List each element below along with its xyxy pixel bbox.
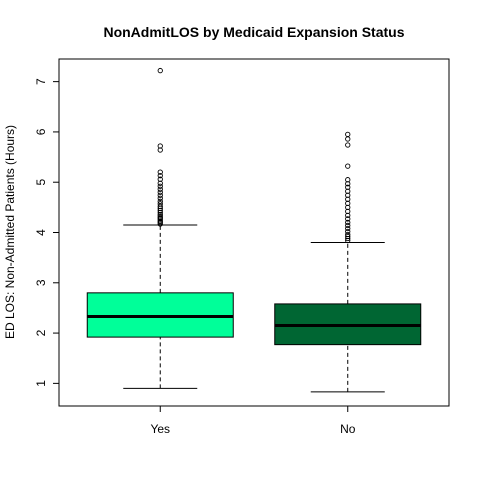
chart-marks: 1 2 3 4 5 6 7 Yes No	[34, 67, 422, 436]
outlier-point	[157, 169, 163, 175]
box-yes	[86, 292, 234, 338]
y-axis-label: ED LOS: Non-Admitted Patients (Hours)	[3, 125, 17, 339]
x-tick-label: Yes	[150, 422, 170, 436]
outlier-point	[157, 186, 163, 192]
outlier-point	[345, 231, 351, 238]
outlier-point	[157, 176, 163, 182]
chart-title: NonAdmitLOS by Medicaid Expansion Status	[103, 24, 404, 40]
outlier-point	[157, 183, 163, 189]
outlier-point	[345, 163, 351, 169]
outlier-point	[345, 184, 351, 190]
outlier-point	[345, 228, 351, 235]
outlier-point	[157, 189, 163, 195]
outlier-point	[157, 192, 163, 198]
y-tick-label: 3	[34, 279, 48, 286]
outlier-point	[345, 136, 351, 142]
outlier-point	[345, 177, 351, 183]
outlier-point	[157, 67, 163, 74]
outlier-point	[157, 201, 163, 207]
outlier-point	[345, 225, 351, 232]
outlier-point	[157, 214, 163, 221]
outlier-point	[157, 143, 163, 149]
outlier-point	[345, 219, 351, 226]
x-tick-label: No	[340, 422, 356, 436]
outlier-point	[345, 222, 351, 229]
outlier-point	[157, 203, 163, 209]
outlier-point	[157, 213, 163, 219]
y-tick-label: 6	[34, 128, 48, 135]
y-tick-label: 1	[34, 380, 48, 387]
y-tick-label: 4	[34, 229, 48, 236]
outlier-point	[157, 173, 163, 179]
outlier-point	[157, 198, 163, 204]
outlier-point	[345, 142, 351, 148]
y-tick-label: 2	[34, 329, 48, 336]
outlier-point	[345, 233, 351, 240]
outlier-point	[157, 195, 163, 201]
outlier-point	[345, 216, 351, 222]
y-tick-label: 5	[34, 179, 48, 186]
y-tick-label: 7	[34, 78, 48, 85]
plot-frame	[58, 58, 450, 407]
outlier-point	[345, 131, 351, 138]
